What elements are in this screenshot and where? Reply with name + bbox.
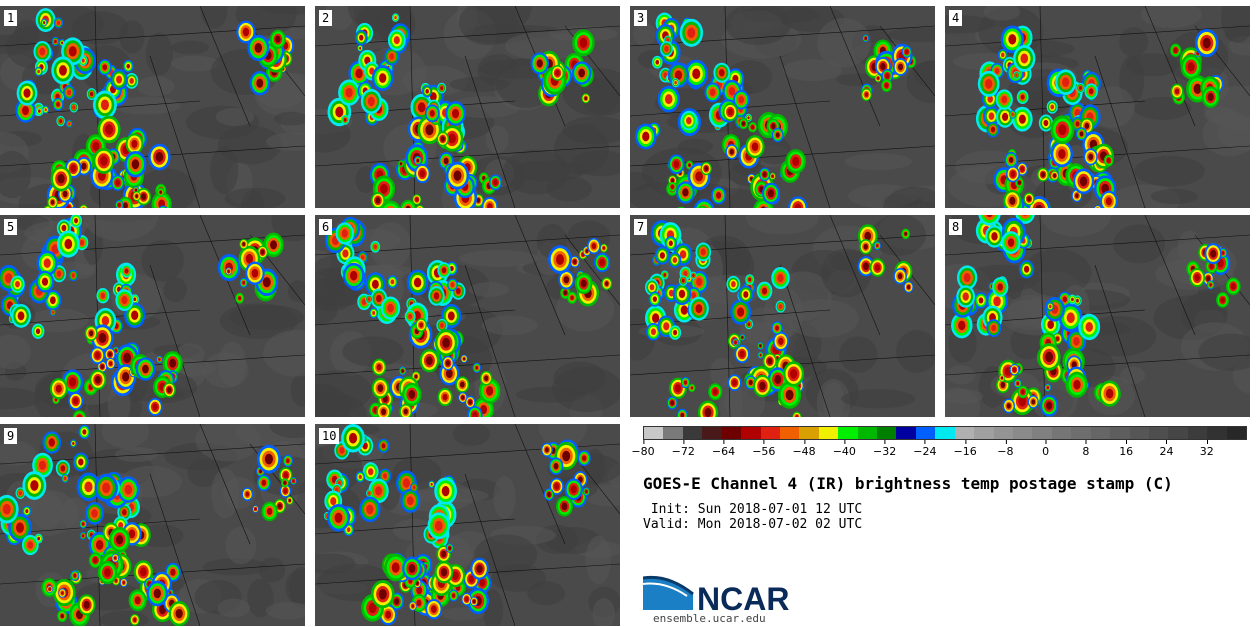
init-time: Init: Sun 2018-07-01 12 UTC xyxy=(643,502,863,517)
satellite-map xyxy=(315,6,620,208)
colorbar-segment xyxy=(1168,427,1188,439)
colorbar-segment xyxy=(818,427,839,439)
colorbar-tick-label: 32 xyxy=(1200,440,1214,458)
colorbar-segment xyxy=(1110,427,1130,439)
colorbar-segment xyxy=(896,427,916,439)
satellite-map xyxy=(945,6,1250,208)
postage-stamp-panel-1: 1 xyxy=(0,6,305,208)
satellite-map xyxy=(630,6,935,208)
panel-label: 1 xyxy=(4,10,18,26)
figure-title: GOES-E Channel 4 (IR) brightness temp po… xyxy=(643,474,1173,493)
colorbar-segment xyxy=(857,427,878,439)
postage-stamp-panel-10: 10 xyxy=(315,424,620,626)
satellite-map xyxy=(315,215,620,417)
colorbar-segment xyxy=(799,427,819,439)
postage-stamp-panel-6: 6 xyxy=(315,215,620,417)
colorbar-tick-label: −72 xyxy=(672,440,695,458)
colorbar-tick-label: −56 xyxy=(752,440,775,458)
colorbar-tick-label: −40 xyxy=(833,440,856,458)
colorbar-segment xyxy=(721,427,742,439)
colorbar-tick-label: −80 xyxy=(631,440,655,458)
satellite-map xyxy=(630,215,935,417)
colorbar-tick-label: 16 xyxy=(1119,440,1133,458)
colorbar-tick-label: −8 xyxy=(997,440,1014,458)
colorbar-segment xyxy=(1207,427,1227,439)
colorbar-ticks: −80 −72 −64 −56 −48 −40 −32 −24 −16 −8 0 8 16 24 32 xyxy=(631,440,1247,462)
colorbar-segment xyxy=(1032,427,1052,439)
colorbar-segment xyxy=(1187,427,1208,439)
postage-stamp-panel-9: 9 xyxy=(0,424,305,626)
postage-stamp-panel-7: 7 xyxy=(630,215,935,417)
panel-label: 7 xyxy=(634,219,648,235)
postage-stamp-panel-5: 5 xyxy=(0,215,305,417)
colorbar-tick-label: −64 xyxy=(712,440,735,458)
postage-stamp-panel-2: 2 xyxy=(315,6,620,208)
colorbar-tick-label: 24 xyxy=(1159,440,1173,458)
panel-label: 2 xyxy=(319,10,333,26)
postage-stamp-panel-3: 3 xyxy=(630,6,935,208)
website-url: ensemble.ucar.edu xyxy=(653,612,766,625)
colorbar-segment xyxy=(1129,427,1149,439)
colorbar-segment xyxy=(1071,427,1091,439)
colorbar-segment xyxy=(877,427,897,439)
colorbar-segment xyxy=(1226,427,1247,439)
colorbar-segment xyxy=(915,427,936,439)
ncar-logo: NCAR xyxy=(643,575,789,614)
ncar-logo-text: NCAR xyxy=(697,581,789,614)
colorbar-segment xyxy=(779,427,800,439)
colorbar-segment xyxy=(663,427,683,439)
panel-label: 5 xyxy=(4,219,18,235)
panel-label: 10 xyxy=(319,428,340,444)
panel-label: 9 xyxy=(4,428,18,444)
panel-label: 6 xyxy=(319,219,333,235)
colorbar-segment xyxy=(1013,427,1033,439)
colorbar-tick-label: −16 xyxy=(954,440,977,458)
panel-label: 4 xyxy=(949,10,963,26)
colorbar-segment xyxy=(644,427,664,439)
colorbar-tick-label: −32 xyxy=(873,440,896,458)
colorbar-segment xyxy=(1090,427,1111,439)
colorbar-segment xyxy=(838,427,858,439)
colorbar-segment xyxy=(974,427,994,439)
satellite-map xyxy=(0,6,305,208)
colorbar-segment xyxy=(1051,427,1072,439)
colorbar-segment xyxy=(954,427,975,439)
satellite-map xyxy=(315,424,620,626)
colorbar-segment xyxy=(993,427,1014,439)
colorbar-segment xyxy=(682,427,703,439)
satellite-map xyxy=(945,215,1250,417)
colorbar-segment xyxy=(741,427,761,439)
satellite-map xyxy=(0,424,305,626)
colorbar-tick-label: −48 xyxy=(792,440,816,458)
colorbar-tick-label: −24 xyxy=(913,440,936,458)
temperature-colorbar xyxy=(643,426,1247,440)
panel-label: 8 xyxy=(949,219,963,235)
valid-time: Valid: Mon 2018-07-02 02 UTC xyxy=(643,517,863,532)
panel-label: 3 xyxy=(634,10,648,26)
colorbar-segment xyxy=(935,427,955,439)
colorbar-segment xyxy=(1148,427,1169,439)
postage-stamp-panel-8: 8 xyxy=(945,215,1250,417)
colorbar-segment xyxy=(760,427,780,439)
postage-stamp-panel-4: 4 xyxy=(945,6,1250,208)
satellite-map xyxy=(0,215,305,417)
colorbar-tick-label: 0 xyxy=(1042,440,1049,458)
colorbar-tick-label: 8 xyxy=(1082,440,1089,458)
colorbar-segment xyxy=(702,427,722,439)
